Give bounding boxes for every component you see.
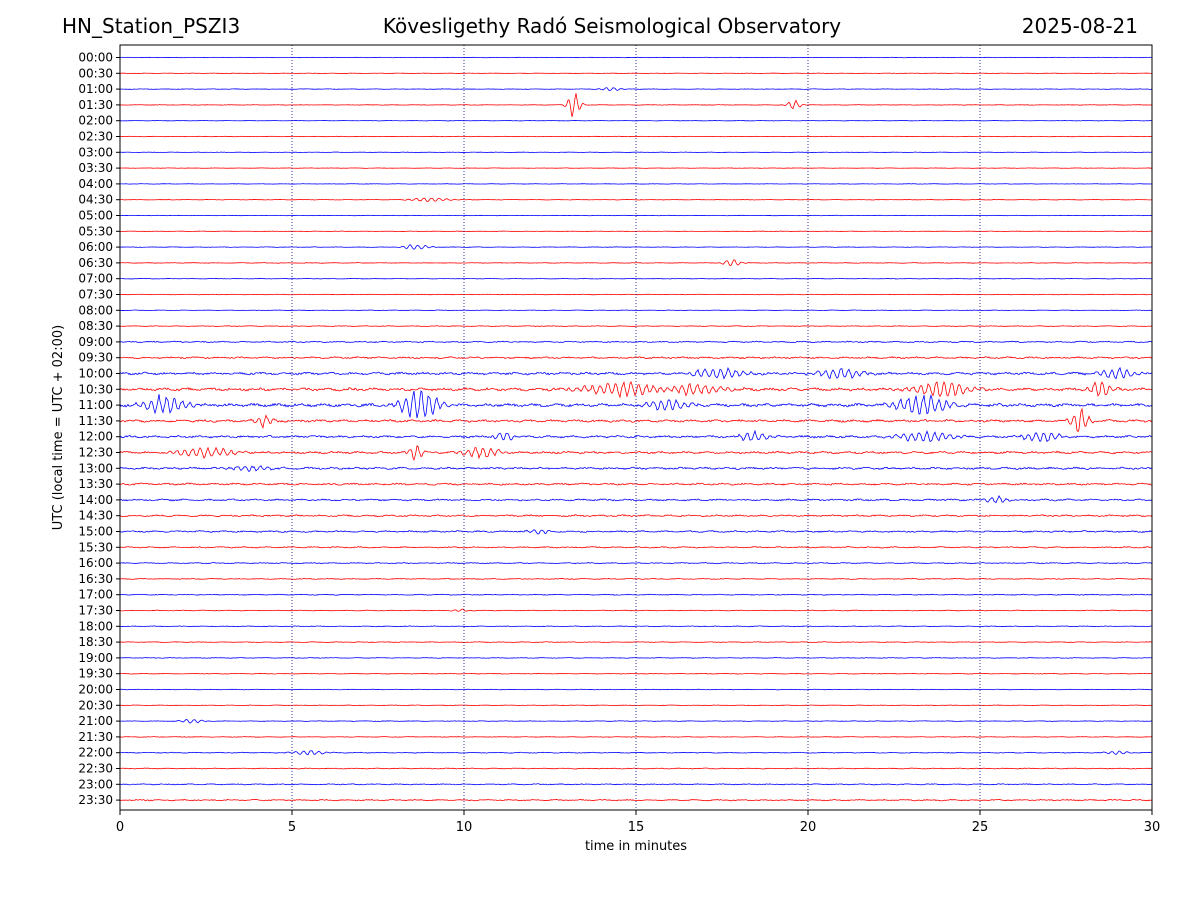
trace-2330	[119, 798, 1153, 802]
trace-0500	[119, 214, 1153, 217]
x-tick-label: 25	[972, 820, 989, 835]
y-axis-label: UTC (local time = UTC + 02:00)	[51, 325, 66, 530]
y-tick-label: 14:30	[78, 509, 113, 523]
y-tick-label: 16:00	[78, 556, 113, 570]
y-tick-label: 12:00	[78, 430, 113, 444]
y-tick-label: 11:30	[78, 414, 113, 428]
y-tick-label: 20:00	[78, 683, 113, 697]
y-tick-label: 19:00	[78, 651, 113, 665]
y-tick-label: 15:30	[78, 540, 113, 554]
y-tick-label: 13:30	[78, 477, 113, 491]
trace-0800	[119, 309, 1153, 312]
x-tick-label: 10	[456, 820, 473, 835]
y-tick-label: 22:00	[78, 746, 113, 760]
trace-1930	[119, 672, 1153, 675]
x-tick-label: 15	[628, 820, 645, 835]
y-tick-label: 02:30	[78, 130, 113, 144]
y-tick-label: 12:30	[78, 446, 113, 460]
y-tick-label: 21:00	[78, 714, 113, 728]
y-tick-label: 13:00	[78, 461, 113, 475]
y-tick-label: 23:00	[78, 777, 113, 791]
trace-2200	[119, 750, 1153, 756]
x-tick-label: 30	[1144, 820, 1161, 835]
x-tick-label: 20	[800, 820, 817, 835]
y-tick-label: 02:00	[78, 114, 113, 128]
y-tick-label: 03:30	[78, 161, 113, 175]
trace-0230	[119, 135, 1153, 138]
trace-1800	[119, 625, 1153, 628]
y-tick-label: 09:30	[78, 351, 113, 365]
trace-1600	[119, 562, 1153, 565]
x-axis-label: time in minutes	[585, 839, 687, 854]
y-tick-label: 04:00	[78, 177, 113, 191]
y-tick-label: 09:00	[78, 335, 113, 349]
y-tick-label: 07:00	[78, 272, 113, 286]
y-tick-label: 17:30	[78, 604, 113, 618]
y-tick-label: 17:00	[78, 588, 113, 602]
y-tick-label: 18:00	[78, 619, 113, 633]
y-tick-label: 08:00	[78, 303, 113, 317]
trace-0300	[119, 151, 1153, 154]
y-tick-label: 22:30	[78, 762, 113, 776]
y-tick-label: 11:00	[78, 398, 113, 412]
y-tick-label: 20:30	[78, 698, 113, 712]
trace-0830	[119, 325, 1153, 327]
trace-1230	[119, 445, 1153, 462]
station-name: HN_Station_PSZI3	[62, 14, 241, 38]
y-tick-label: 01:30	[78, 98, 113, 112]
observatory-title: Kövesligethy Radó Seismological Observat…	[382, 14, 842, 38]
y-tick-label: 08:30	[78, 319, 113, 333]
trace-1730	[119, 608, 1153, 612]
x-tick-label: 0	[116, 820, 124, 835]
y-tick-label: 06:30	[78, 256, 113, 270]
y-tick-label: 01:00	[78, 82, 113, 96]
y-tick-label: 05:00	[78, 209, 113, 223]
x-tick-labels: 0 5 10 15 20 25 30	[116, 810, 1160, 835]
y-tick-label: 00:30	[78, 66, 113, 80]
trace-2000	[119, 688, 1153, 691]
x-tick-label: 5	[288, 820, 296, 835]
trace-0430	[119, 197, 1153, 202]
plot-date: 2025-08-21	[1021, 14, 1138, 38]
trace-1400	[119, 495, 1153, 504]
trace-0100	[119, 87, 1153, 91]
y-tick-label: 18:30	[78, 635, 113, 649]
trace-0700	[119, 277, 1153, 280]
y-tick-label: 06:00	[78, 240, 113, 254]
vertical-gridlines	[291, 45, 981, 810]
trace-1100	[119, 390, 1153, 419]
y-tick-label: 23:30	[78, 793, 113, 807]
y-tick-label: 14:00	[78, 493, 113, 507]
y-tick-label: 07:30	[78, 288, 113, 302]
y-tick-label: 21:30	[78, 730, 113, 744]
y-tick-label: 04:30	[78, 193, 113, 207]
y-tick-label: 05:30	[78, 224, 113, 238]
trace-0630	[119, 259, 1153, 267]
y-tick-label: 15:00	[78, 525, 113, 539]
y-tick-label: 16:30	[78, 572, 113, 586]
y-tick-label: 19:30	[78, 667, 113, 681]
y-tick-label: 10:30	[78, 382, 113, 396]
trace-2130	[119, 736, 1153, 738]
y-tick-label: 03:00	[78, 145, 113, 159]
y-tick-label: 00:00	[78, 51, 113, 65]
trace-2300	[119, 783, 1153, 786]
y-tick-label: 10:00	[78, 367, 113, 381]
trace-0030	[119, 72, 1153, 74]
